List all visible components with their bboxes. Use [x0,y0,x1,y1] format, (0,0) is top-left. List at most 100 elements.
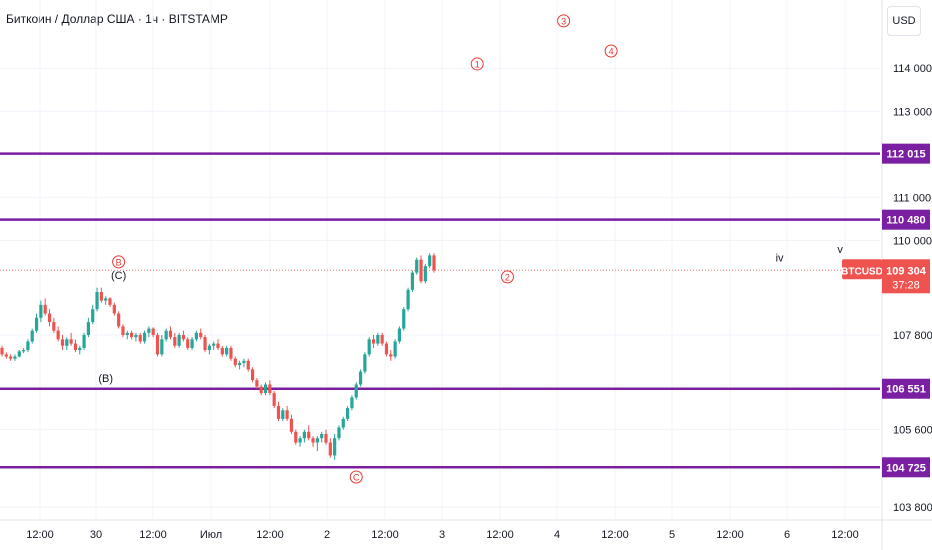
wave-label: v [837,244,843,256]
candle-body [307,431,311,439]
candle-body [225,347,229,355]
currency-button[interactable]: USD [887,6,921,36]
candle-body [320,433,324,439]
candle-body [117,313,121,327]
candle-body [173,337,177,346]
level-label: 104 725 [886,462,926,474]
y-tick-label: 103 800 [893,502,932,514]
wave-label-circle [112,255,126,269]
candle-body [99,291,103,301]
level-label: 110 480 [886,215,925,227]
candle-body [86,322,90,335]
candle-body [259,386,263,394]
candle-body [415,259,419,273]
x-tick-label: 6 [784,529,790,541]
candle-body [402,309,406,329]
candle-body [82,334,86,348]
candle-body [324,433,328,443]
candle-body [17,351,21,357]
wave-label-circle [604,44,618,58]
level-label: 112 015 [886,149,925,161]
candle-body [164,330,168,340]
candle-body [52,322,56,331]
wave-label-circle [557,14,571,28]
candle-body [268,384,272,394]
horizontal-levels: 112 015 110 480 106 551 104 725 [0,143,930,478]
x-tick-label: Июл [200,529,222,541]
candle-body [410,272,414,290]
candle-body [380,334,384,344]
candle-body [367,339,371,355]
candle-body [47,313,52,323]
candle-body [389,354,393,357]
candle-body [26,341,30,351]
candle-body [384,343,389,355]
wave-label-circle [470,57,484,71]
candle-body [125,332,129,335]
candle-body [69,339,73,344]
candle-body [216,343,220,348]
wave-label: 4 [609,47,614,57]
wave-label: 3 [561,16,566,26]
candle-body [91,309,95,323]
chart-title: Биткоин / Доллар США · 1ч · BITSTAMP [6,12,228,26]
candle-body [104,298,108,301]
candle-body [177,334,181,346]
candle-body [147,328,151,333]
candle-body [151,328,155,335]
candle-body [281,410,285,419]
candle-body [263,384,268,394]
candle-body [393,341,397,357]
candle-body [363,354,367,372]
price-axis: 103 800 105 600 107 800 110 000 111 000 113 0… [893,63,932,514]
candle-body [207,345,211,351]
x-tick-label: 12:00 [716,529,744,541]
candle-body [186,339,190,348]
candle-body [22,350,26,352]
candle-body [220,347,224,355]
candle-body [276,405,281,419]
candle-body [358,371,363,385]
candle-body [138,334,142,342]
bar-countdown: 37:28 [892,279,920,291]
candle-body [160,339,164,355]
level-label: 106 551 [886,384,926,396]
candle-body [423,266,427,282]
candle-body [9,356,13,359]
candle-body [242,360,246,363]
level-label-box [882,143,930,164]
x-tick-label: 12:00 [139,529,167,541]
candle-body [419,259,423,282]
candle-body [65,339,69,346]
level-label-box [882,457,930,478]
symbol-tag-box [842,259,882,280]
candle-body [298,438,302,443]
candle-body [250,369,255,381]
candle-body [432,255,436,271]
time-axis: 12:00 30 12:00 Июл 12:00 2 12:00 3 12:00 4 12:00 5 1… [26,529,859,541]
wave-labels: B (C) (B) C 1 2 3 4 iv v [98,14,843,484]
candle-body [371,339,376,344]
candle-body [350,397,354,409]
candle-body [328,442,332,456]
candle-body [190,339,194,348]
symbol-tag: BTCUSD [841,266,883,277]
y-tick-label: 110 000 [893,235,932,247]
candle-body [43,304,47,314]
candle-body [130,332,134,338]
candle-body [311,438,315,443]
current-price-tag: BTCUSD 109 304 37:28 [0,259,930,294]
candle-body [203,337,207,351]
candle-body [341,418,345,428]
candle-body [155,334,160,355]
candle-body [34,317,39,331]
wave-label-circle [349,470,363,484]
wave-label: (C) [111,270,126,282]
candle-body [289,418,294,432]
candle-body [346,408,350,419]
candle-body [294,431,298,443]
candlestick-series [0,253,436,460]
x-tick-label: 12:00 [486,529,514,541]
